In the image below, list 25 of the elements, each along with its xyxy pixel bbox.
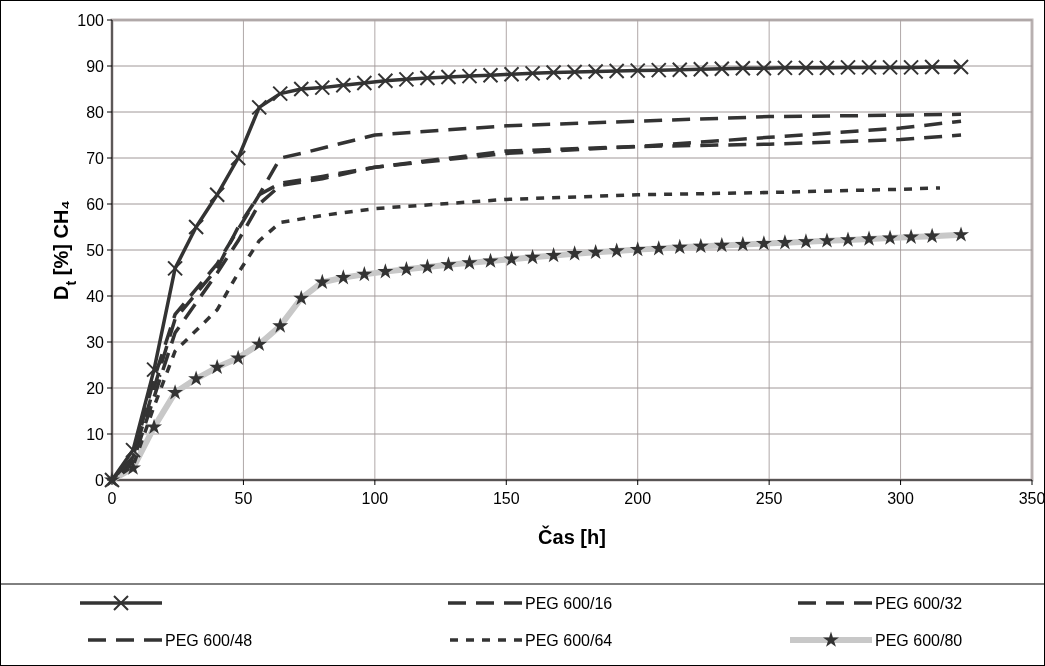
x-tick-label: 100 <box>361 490 389 507</box>
x-tick-label: 250 <box>755 490 783 507</box>
y-tick-label: 50 <box>86 241 105 259</box>
x-tick-label: 350 <box>1018 490 1045 507</box>
y-tick-label: 20 <box>86 379 105 397</box>
x-tick-label: 0 <box>107 490 117 507</box>
legend-label: PEG 600/64 <box>525 631 613 649</box>
y-tick-label: 0 <box>95 471 105 489</box>
x-tick-label: 150 <box>492 490 520 507</box>
legend-label: PEG 600/80 <box>875 631 963 649</box>
y-tick-label: 80 <box>86 103 105 121</box>
y-tick-label: 10 <box>86 425 105 443</box>
x-tick-label: 200 <box>624 490 652 507</box>
y-tick-label: 60 <box>86 195 105 213</box>
y-tick-label: 100 <box>77 11 105 29</box>
x-tick-label: 300 <box>887 490 915 507</box>
y-tick-label: 90 <box>86 57 105 75</box>
legend-label: PEG 600/32 <box>875 594 963 612</box>
legend-label: PEG 600/48 <box>165 631 253 649</box>
legend-label: PEG 600/16 <box>525 594 613 612</box>
x-tick-label: 50 <box>234 490 253 507</box>
y-tick-label: 70 <box>86 149 105 167</box>
y-tick-label: 30 <box>86 333 105 351</box>
x-axis-title: Čas [h] <box>538 525 606 548</box>
y-tick-label: 40 <box>86 287 105 305</box>
